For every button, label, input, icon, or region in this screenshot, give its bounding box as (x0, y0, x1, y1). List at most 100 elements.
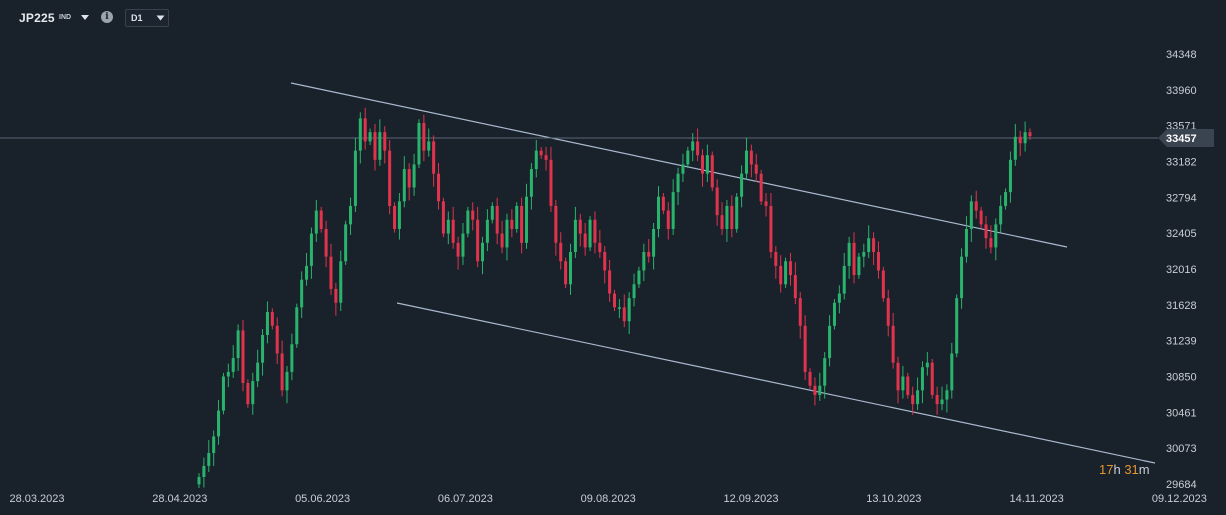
bearish-candle (456, 236, 460, 270)
bearish-candle (451, 206, 455, 249)
bullish-candle (309, 227, 313, 279)
bearish-candle (241, 319, 245, 392)
bullish-candle (485, 209, 489, 252)
candle-body (715, 187, 719, 216)
bearish-candle (647, 239, 651, 263)
bullish-candle (686, 146, 690, 169)
bearish-candle (808, 368, 812, 390)
candle-body (226, 371, 230, 377)
candle-body (881, 270, 885, 299)
bullish-candle (368, 128, 372, 146)
candle-body (280, 353, 284, 391)
bearish-candle (852, 232, 856, 284)
candle-body (974, 201, 978, 211)
bearish-candle (886, 289, 890, 337)
candle-body (559, 242, 563, 262)
symbol-type-badge: IND (59, 14, 72, 21)
candle-body (407, 169, 411, 188)
lower-trendline[interactable] (396, 302, 1156, 464)
candle-body (432, 141, 436, 174)
bearish-candle (388, 140, 392, 215)
candle-body (534, 150, 538, 170)
bearish-candle (319, 206, 323, 233)
bearish-candle (441, 197, 445, 238)
y-tick-label: 32405 (1166, 228, 1197, 240)
x-axis: 28.03.2023 28.04.2023 05.06.2023 06.07.2023… (9, 493, 1206, 505)
bearish-candle (539, 146, 543, 159)
candle-body (529, 169, 533, 197)
candle-body (236, 330, 240, 359)
candle-body (872, 238, 876, 253)
candle-body (891, 325, 895, 363)
candle-body (554, 205, 558, 243)
bearish-candle (422, 114, 426, 162)
y-tick-label: 31239 (1166, 336, 1197, 348)
bearish-candle (803, 315, 807, 381)
bullish-candle (515, 202, 519, 233)
bearish-candle (520, 197, 524, 254)
bearish-candle (764, 193, 768, 217)
bearish-candle (549, 146, 553, 212)
bearish-candle (564, 257, 568, 288)
candle-body (774, 252, 778, 266)
bullish-candle (671, 179, 675, 235)
bullish-candle (999, 195, 1003, 233)
candle-body (862, 252, 866, 257)
bullish-candle (236, 324, 240, 371)
candle-body (979, 210, 983, 225)
bearish-candle (935, 386, 939, 415)
bullish-candle (784, 257, 788, 288)
candle-body (769, 205, 773, 253)
bearish-candle (661, 193, 665, 215)
bullish-candle (534, 140, 538, 178)
candle-body (969, 201, 973, 229)
y-tick-label: 30461 (1166, 407, 1197, 419)
bullish-candle (378, 119, 382, 166)
symbol-name[interactable]: JP225 (19, 11, 55, 25)
bullish-candle (862, 243, 866, 268)
candle-body (261, 335, 265, 363)
bullish-candle (344, 220, 348, 265)
bullish-candle (627, 292, 631, 335)
upper-trendline[interactable] (290, 82, 1068, 248)
bearish-candle (749, 144, 753, 178)
bullish-candle (446, 211, 450, 245)
bullish-candle (955, 294, 959, 358)
bearish-candle (559, 232, 563, 270)
chevron-down-icon[interactable] (80, 12, 90, 22)
candle-body (940, 399, 944, 405)
candle-body (906, 376, 910, 395)
bullish-candle (705, 144, 709, 182)
bullish-candle (505, 213, 509, 261)
bullish-candle (197, 473, 201, 489)
y-tick-label: 30850 (1166, 372, 1197, 384)
bearish-candle (554, 199, 558, 256)
candle-body (510, 219, 514, 229)
candle-body (964, 228, 968, 257)
candles-group (197, 107, 1032, 489)
current-price-label: 33457 (1166, 133, 1197, 145)
candle-body (955, 298, 959, 354)
candle-body (256, 362, 260, 382)
timeframe-select[interactable]: D1 (125, 9, 169, 27)
info-icon[interactable]: i (101, 11, 113, 23)
candle-body (1013, 136, 1017, 160)
candle-body (295, 307, 299, 345)
bearish-candle (270, 308, 274, 330)
candle-body (524, 196, 529, 243)
bearish-candle (432, 135, 436, 187)
candle-body (700, 155, 705, 174)
bearish-candle (373, 123, 377, 171)
candle-body (960, 256, 964, 299)
bearish-candle (500, 220, 504, 254)
x-tick-label: 09.12.2023 (1152, 493, 1207, 505)
bullish-candle (417, 119, 421, 169)
bearish-candle (471, 202, 475, 231)
candle-body (735, 196, 739, 229)
bullish-candle (960, 248, 964, 309)
candle-body (344, 224, 348, 262)
bullish-candle (231, 345, 235, 378)
trend-channel[interactable] (290, 82, 1156, 464)
candle-body (867, 238, 871, 253)
